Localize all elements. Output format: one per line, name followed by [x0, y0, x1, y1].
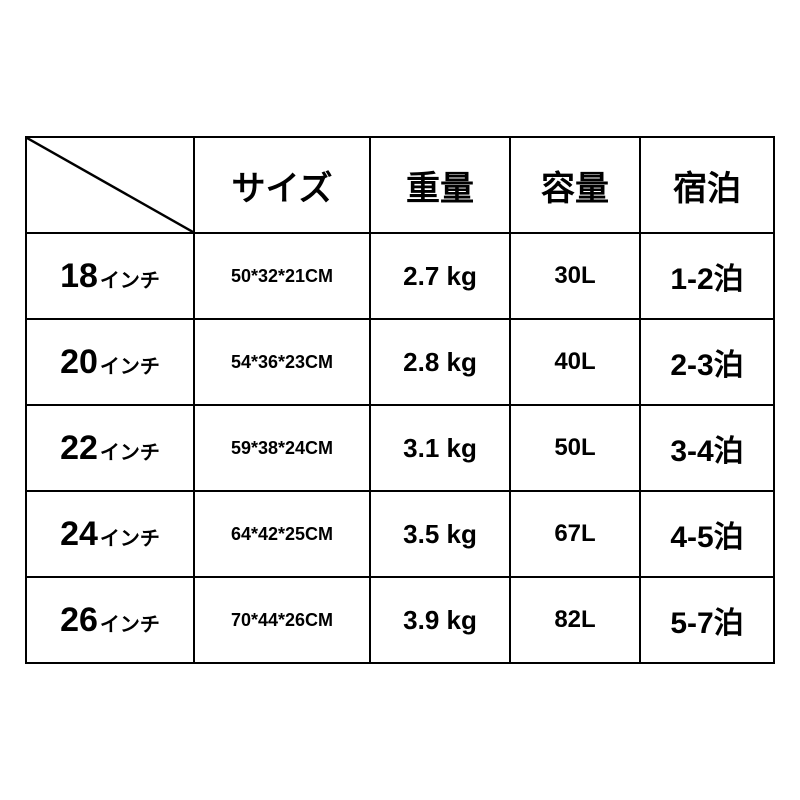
cell-nights: 4-5泊	[640, 491, 774, 577]
header-weight: 重量	[370, 137, 510, 233]
cell-nights: 1-2泊	[640, 233, 774, 319]
cell-inch: 20インチ	[26, 319, 194, 405]
inch-number: 22	[60, 429, 98, 467]
cell-size: 64*42*25CM	[194, 491, 370, 577]
cell-size: 50*32*21CM	[194, 233, 370, 319]
cell-nights: 2-3泊	[640, 319, 774, 405]
cell-capacity: 30L	[510, 233, 640, 319]
cell-weight: 3.1 kg	[370, 405, 510, 491]
inch-number: 26	[60, 601, 98, 639]
cell-weight: 3.5 kg	[370, 491, 510, 577]
table-header-row: サイズ 重量 容量 宿泊	[26, 137, 774, 233]
cell-weight: 3.9 kg	[370, 577, 510, 663]
specs-table: サイズ 重量 容量 宿泊 18インチ 50*32*21CM 2.7 kg 30L…	[25, 136, 775, 664]
inch-number: 18	[60, 257, 98, 295]
cell-inch: 26インチ	[26, 577, 194, 663]
cell-size: 70*44*26CM	[194, 577, 370, 663]
diagonal-slash-icon	[27, 138, 193, 232]
table-row: 26インチ 70*44*26CM 3.9 kg 82L 5-7泊	[26, 577, 774, 663]
header-nights: 宿泊	[640, 137, 774, 233]
cell-weight: 2.8 kg	[370, 319, 510, 405]
cell-nights: 5-7泊	[640, 577, 774, 663]
header-capacity: 容量	[510, 137, 640, 233]
inch-label: インチ	[100, 442, 160, 464]
cell-capacity: 50L	[510, 405, 640, 491]
inch-label: インチ	[100, 270, 160, 292]
cell-capacity: 67L	[510, 491, 640, 577]
table-row: 22インチ 59*38*24CM 3.1 kg 50L 3-4泊	[26, 405, 774, 491]
cell-nights: 3-4泊	[640, 405, 774, 491]
table-row: 20インチ 54*36*23CM 2.8 kg 40L 2-3泊	[26, 319, 774, 405]
header-diagonal-cell	[26, 137, 194, 233]
inch-label: インチ	[100, 614, 160, 636]
cell-size: 54*36*23CM	[194, 319, 370, 405]
cell-inch: 22インチ	[26, 405, 194, 491]
inch-label: インチ	[100, 528, 160, 550]
header-size: サイズ	[194, 137, 370, 233]
inch-number: 20	[60, 343, 98, 381]
cell-weight: 2.7 kg	[370, 233, 510, 319]
inch-number: 24	[60, 515, 98, 553]
cell-inch: 24インチ	[26, 491, 194, 577]
cell-inch: 18インチ	[26, 233, 194, 319]
cell-capacity: 82L	[510, 577, 640, 663]
table-row: 24インチ 64*42*25CM 3.5 kg 67L 4-5泊	[26, 491, 774, 577]
cell-capacity: 40L	[510, 319, 640, 405]
inch-label: インチ	[100, 356, 160, 378]
table-row: 18インチ 50*32*21CM 2.7 kg 30L 1-2泊	[26, 233, 774, 319]
cell-size: 59*38*24CM	[194, 405, 370, 491]
